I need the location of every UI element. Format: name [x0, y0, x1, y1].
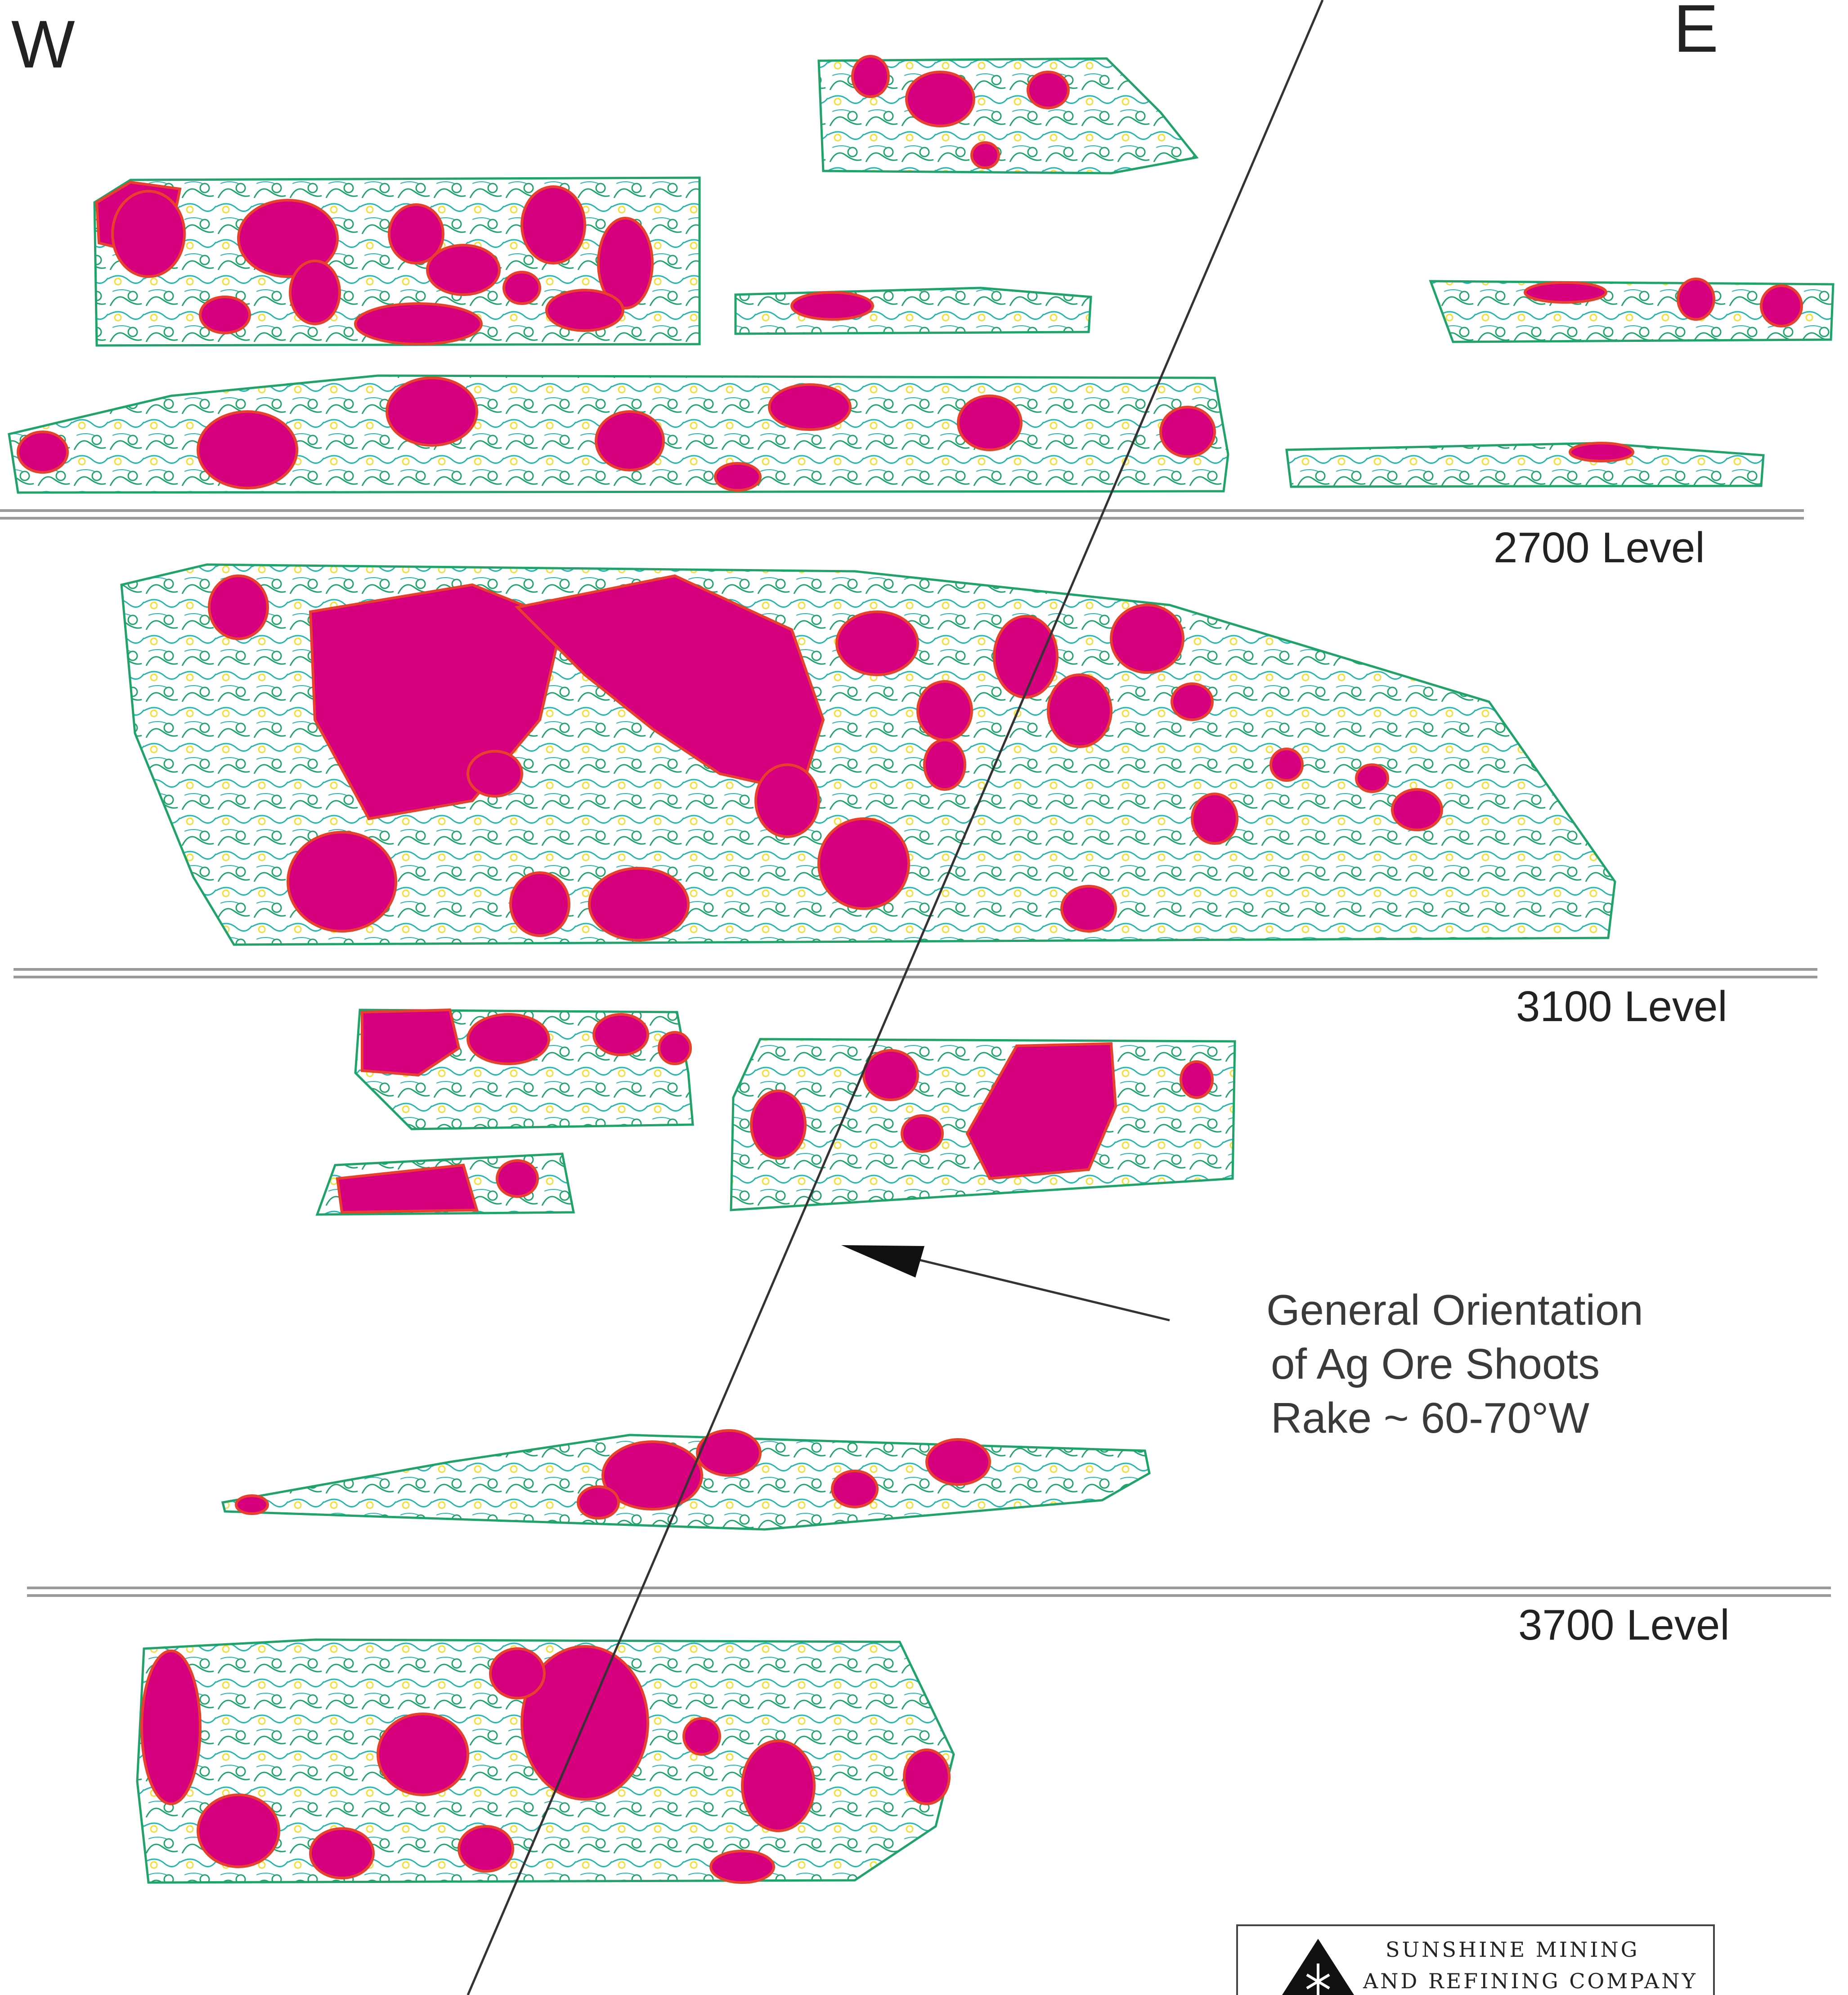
level-lines	[0, 509, 1831, 1597]
sunburst-logo-icon	[1282, 1939, 1354, 1995]
stope-panel	[734, 287, 1092, 335]
annotation-line-3: Rake ~ 60-70°W	[1271, 1394, 1589, 1442]
level-label-3700: 3700 Level	[1518, 1601, 1730, 1649]
high-grade-ag-zones	[17, 55, 1803, 1884]
orientation-arrow	[841, 1245, 1170, 1322]
west-label: W	[11, 6, 75, 82]
annotation-line-2: of Ag Ore Shoots	[1271, 1340, 1600, 1388]
stope-panel	[1285, 442, 1765, 488]
level-label-2700: 2700 Level	[1494, 524, 1705, 572]
ore-shoot-annotation: General Orientation of Ag Ore Shoots Rak…	[1266, 1286, 1643, 1442]
level-line-3700	[27, 1587, 1831, 1597]
company-name-line-2: AND REFINING COMPANY	[1363, 1969, 1698, 1993]
rake-trend-line	[466, 0, 1324, 1995]
company-name-line-1: SUNSHINE MINING	[1386, 1937, 1639, 1962]
annotation-line-1: General Orientation	[1266, 1286, 1643, 1334]
east-label: E	[1673, 0, 1718, 66]
level-line-2700	[0, 509, 1804, 520]
level-line-3100	[13, 968, 1817, 978]
level-label-3100: 3100 Level	[1516, 982, 1727, 1031]
company-logo-box: SUNSHINE MINING AND REFINING COMPANY	[1236, 1924, 1715, 1995]
